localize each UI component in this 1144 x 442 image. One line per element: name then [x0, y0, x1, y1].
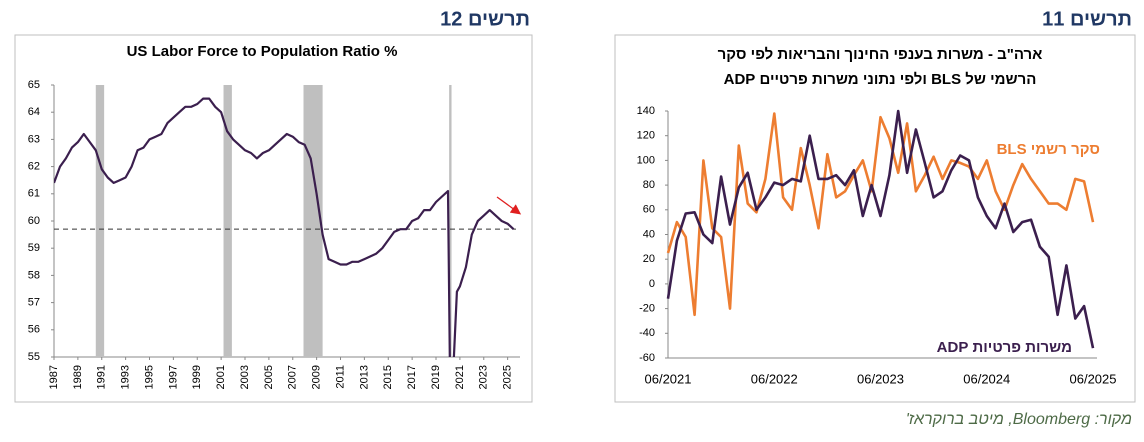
- x-tick-label: 06/2021: [645, 371, 692, 386]
- x-tick-label: 1993: [120, 365, 132, 389]
- x-tick-label: 2001: [215, 365, 227, 389]
- x-tick-label: 1989: [72, 365, 84, 389]
- y-tick-label: 61: [28, 188, 40, 200]
- y-tick-label: 64: [28, 106, 40, 118]
- y-tick-label: 0: [649, 278, 655, 290]
- y-tick-label: 58: [28, 269, 40, 281]
- series-line: [666, 109, 1095, 349]
- y-tick-label: -40: [639, 327, 655, 339]
- shaded-period: [95, 85, 105, 357]
- x-tick-label: 2011: [334, 365, 346, 389]
- shaded-period: [223, 85, 232, 357]
- x-tick-label: 06/2025: [1070, 371, 1117, 386]
- figure-label: תרשים 11: [1042, 8, 1132, 30]
- x-tick-label: 1991: [96, 365, 108, 389]
- x-tick-label: 1997: [167, 365, 179, 389]
- y-tick-label: 65: [28, 79, 40, 91]
- x-tick-label: 2013: [358, 365, 370, 389]
- x-tick-label: 2019: [430, 365, 442, 389]
- shaded-period: [449, 85, 452, 357]
- x-tick-label: 2003: [239, 365, 251, 389]
- x-tick-label: 06/2023: [857, 371, 904, 386]
- x-tick-label: 2007: [287, 365, 299, 389]
- y-tick-label: 60: [643, 204, 655, 216]
- y-tick-label: 40: [643, 228, 655, 240]
- y-tick-label: -60: [639, 352, 655, 364]
- x-tick-label: 2021: [454, 365, 466, 389]
- x-tick-label: 1987: [48, 365, 60, 389]
- y-tick-label: 120: [637, 130, 655, 142]
- x-tick-label: 2005: [263, 365, 275, 389]
- chart-title: US Labor Force to Population Ratio %: [127, 43, 398, 60]
- chart-title: הרשמי של BLS ולפי נתוני משרות פרטיים ADP: [724, 71, 1037, 88]
- source: מקור: Bloomberg, מיטב ברוקראז': [906, 411, 1132, 428]
- chart-frame: [614, 34, 1136, 403]
- series-line: [666, 112, 1095, 317]
- x-tick-label: 2009: [311, 365, 323, 389]
- series-label: סקר רשמי BLS: [997, 141, 1100, 158]
- x-tick-label: 2025: [502, 365, 514, 389]
- y-tick-label: 80: [643, 179, 655, 191]
- chart-title: ארה"ב - משרות בענפי החינוך והבריאות לפי …: [718, 46, 1043, 63]
- x-tick-label: 1995: [143, 365, 155, 389]
- y-tick-label: 59: [28, 242, 40, 254]
- x-tick-label: 06/2024: [963, 371, 1010, 386]
- chart-frame: [14, 34, 533, 403]
- y-tick-label: 55: [28, 351, 40, 363]
- x-tick-label: 1999: [191, 365, 203, 389]
- y-tick-label: -20: [639, 303, 655, 315]
- x-tick-label: 2017: [406, 365, 418, 389]
- series-line: [54, 97, 515, 357]
- y-tick-label: 62: [28, 161, 40, 173]
- series-label: משרות פרטיות ADP: [937, 339, 1072, 356]
- y-tick-label: 20: [643, 253, 655, 265]
- y-tick-label: 56: [28, 324, 40, 336]
- y-tick-label: 60: [28, 215, 40, 227]
- y-tick-label: 100: [637, 154, 655, 166]
- y-tick-label: 57: [28, 297, 40, 309]
- figure-label: תרשים 12: [440, 8, 530, 30]
- x-tick-label: 2015: [382, 365, 394, 389]
- x-tick-label: 2023: [478, 365, 490, 389]
- arrow: [496, 196, 522, 215]
- y-tick-label: 63: [28, 133, 40, 145]
- x-tick-label: 06/2022: [751, 371, 798, 386]
- y-tick-label: 140: [637, 105, 655, 117]
